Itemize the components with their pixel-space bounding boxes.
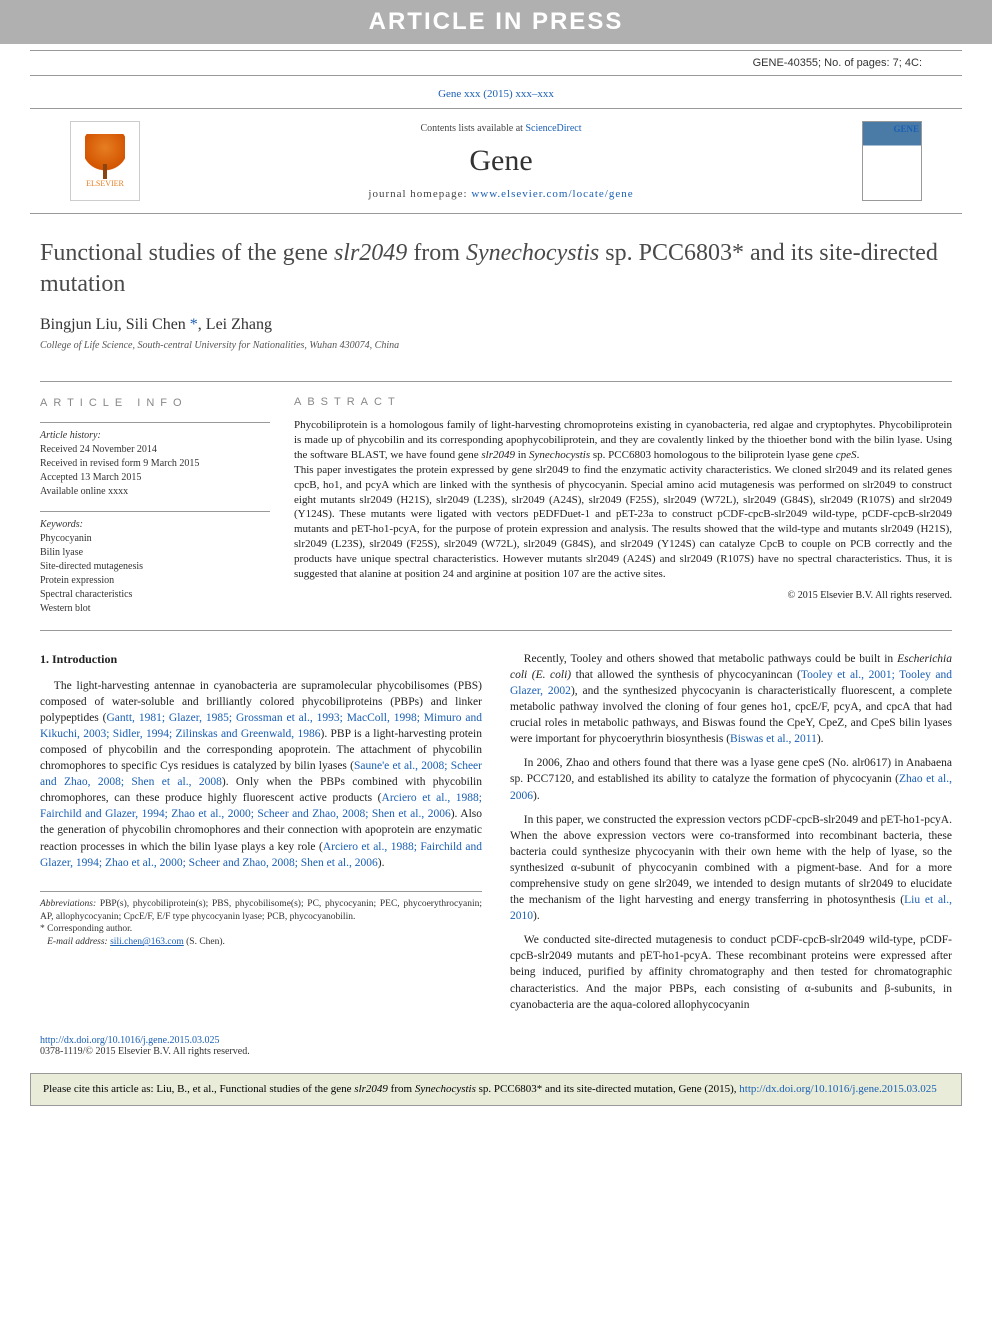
title-gene: slr2049 xyxy=(334,240,407,266)
doi-block: http://dx.doi.org/10.1016/j.gene.2015.03… xyxy=(0,1021,992,1063)
revised-date: Received in revised form 9 March 2015 xyxy=(40,457,270,471)
right-p2: In 2006, Zhao and others found that ther… xyxy=(510,755,952,803)
abstract-text: Phycobiliprotein is a homologous family … xyxy=(294,418,952,581)
keyword: Site-directed mutagenesis xyxy=(40,560,270,574)
keyword: Phycocyanin xyxy=(40,532,270,546)
email-line: E-mail address: sili.chen@163.com (S. Ch… xyxy=(40,936,482,949)
contents-prefix: Contents lists available at xyxy=(420,123,525,134)
keywords-head: Keywords: xyxy=(40,511,270,532)
article-title: Functional studies of the gene slr2049 f… xyxy=(40,238,952,300)
title-part-a: Functional studies of the gene xyxy=(40,240,334,266)
abstract-copyright: © 2015 Elsevier B.V. All rights reserved… xyxy=(294,590,952,601)
authors-b: , Lei Zhang xyxy=(198,316,272,333)
journal-cover-thumb: GENE xyxy=(862,121,922,201)
rp1d: ). xyxy=(817,733,824,745)
homepage-line: journal homepage: www.elsevier.com/locat… xyxy=(140,188,862,200)
cite-a: Please cite this article as: Liu, B., et… xyxy=(43,1083,354,1095)
authors-a: Bingjun Liu, Sili Chen xyxy=(40,316,190,333)
journal-header: ELSEVIER Contents lists available at Sci… xyxy=(30,109,962,214)
history-head: Article history: xyxy=(40,422,270,443)
sciencedirect-link[interactable]: ScienceDirect xyxy=(525,123,581,134)
doc-meta: GENE-40355; No. of pages: 7; 4C: xyxy=(30,50,962,69)
abs-p1c: sp. PCC6803 homologous to the biliprotei… xyxy=(590,449,836,461)
keyword: Spectral characteristics xyxy=(40,588,270,602)
footnotes: Abbreviations: PBP(s), phycobiliprotein(… xyxy=(40,891,482,949)
issn-line: 0378-1119/© 2015 Elsevier B.V. All right… xyxy=(40,1046,250,1057)
ref-link[interactable]: Biswas et al., 2011 xyxy=(730,733,817,745)
title-part-b: from xyxy=(407,240,466,266)
body-columns: 1. Introduction The light-harvesting ant… xyxy=(0,631,992,1021)
affiliation: College of Life Science, South-central U… xyxy=(40,340,952,351)
intro-p1: The light-harvesting antennae in cyanoba… xyxy=(40,678,482,871)
p1e: ). xyxy=(378,857,385,869)
keyword: Western blot xyxy=(40,602,270,616)
abstract-col: abstract Phycobiliprotein is a homologou… xyxy=(294,396,952,615)
right-p1: Recently, Tooley and others showed that … xyxy=(510,651,952,748)
received-date: Received 24 November 2014 xyxy=(40,443,270,457)
abbreviations: Abbreviations: PBP(s), phycobiliprotein(… xyxy=(40,898,482,924)
doi-link[interactable]: http://dx.doi.org/10.1016/j.gene.2015.03… xyxy=(40,1035,220,1046)
rp3b: ). xyxy=(533,910,540,922)
citation-line: Gene xxx (2015) xxx–xxx xyxy=(30,75,962,109)
page-container: ARTICLE IN PRESS GENE-40355; No. of page… xyxy=(0,0,992,1323)
left-column: 1. Introduction The light-harvesting ant… xyxy=(40,651,482,1021)
elsevier-logo: ELSEVIER xyxy=(70,121,140,201)
email-link[interactable]: sili.chen@163.com xyxy=(110,937,184,947)
journal-name: Gene xyxy=(140,144,862,178)
cite-c: sp. PCC6803* and its site-directed mutat… xyxy=(476,1083,739,1095)
rp1a: Recently, Tooley and others showed that … xyxy=(524,653,897,665)
keyword: Protein expression xyxy=(40,574,270,588)
right-p4: We conducted site-directed mutagenesis t… xyxy=(510,932,952,1012)
keyword: Bilin lyase xyxy=(40,546,270,560)
email-label: E-mail address: xyxy=(47,937,110,947)
elsevier-label: ELSEVIER xyxy=(86,179,124,188)
right-column: Recently, Tooley and others showed that … xyxy=(510,651,952,1021)
abs-species: Synechocystis xyxy=(529,449,590,461)
homepage-prefix: journal homepage: xyxy=(368,188,471,200)
article-header: Functional studies of the gene slr2049 f… xyxy=(0,214,992,361)
rp1abbr: (E. coli) xyxy=(527,669,571,681)
rp3: In this paper, we constructed the expres… xyxy=(510,814,952,906)
email-suffix: (S. Chen). xyxy=(184,937,225,947)
info-abstract-block: article info Article history: Received 2… xyxy=(40,381,952,630)
rp1b: that allowed the synthesis of phycocyani… xyxy=(571,669,801,681)
press-banner: ARTICLE IN PRESS xyxy=(0,0,992,44)
abstract-heading: abstract xyxy=(294,396,952,408)
abbr-label: Abbreviations: xyxy=(40,899,96,909)
corresponding-note: * Corresponding author. xyxy=(40,923,482,936)
homepage-link[interactable]: www.elsevier.com/locate/gene xyxy=(471,188,633,200)
accepted-date: Accepted 13 March 2015 xyxy=(40,471,270,485)
rp2a: In 2006, Zhao and others found that ther… xyxy=(510,757,952,785)
header-center: Contents lists available at ScienceDirec… xyxy=(140,123,862,200)
abbr-text: PBP(s), phycobiliprotein(s); PBS, phycob… xyxy=(40,899,482,922)
cite-gene: slr2049 xyxy=(354,1083,388,1095)
article-info-col: article info Article history: Received 2… xyxy=(40,396,270,615)
abs-p2: This paper investigates the protein expr… xyxy=(294,464,952,580)
rp2b: ). xyxy=(533,790,540,802)
abs-gene: slr2049 xyxy=(481,449,515,461)
author-list: Bingjun Liu, Sili Chen *, Lei Zhang xyxy=(40,316,952,334)
online-date: Available online xxxx xyxy=(40,485,270,499)
abs-p1b: in xyxy=(515,449,529,461)
elsevier-tree-icon xyxy=(85,134,125,179)
abs-gene2: cpeS xyxy=(836,449,857,461)
cite-doi-link[interactable]: http://dx.doi.org/10.1016/j.gene.2015.03… xyxy=(739,1083,936,1095)
corresponding-star-icon: * xyxy=(190,316,198,333)
cite-species: Synechocystis xyxy=(415,1083,476,1095)
abs-p1d: . xyxy=(857,449,860,461)
intro-heading: 1. Introduction xyxy=(40,651,482,668)
info-heading: article info xyxy=(40,396,270,411)
cite-box: Please cite this article as: Liu, B., et… xyxy=(30,1073,962,1106)
title-species: Synechocystis xyxy=(466,240,599,266)
right-p3: In this paper, we constructed the expres… xyxy=(510,812,952,925)
contents-line: Contents lists available at ScienceDirec… xyxy=(140,123,862,134)
cite-b: from xyxy=(388,1083,415,1095)
